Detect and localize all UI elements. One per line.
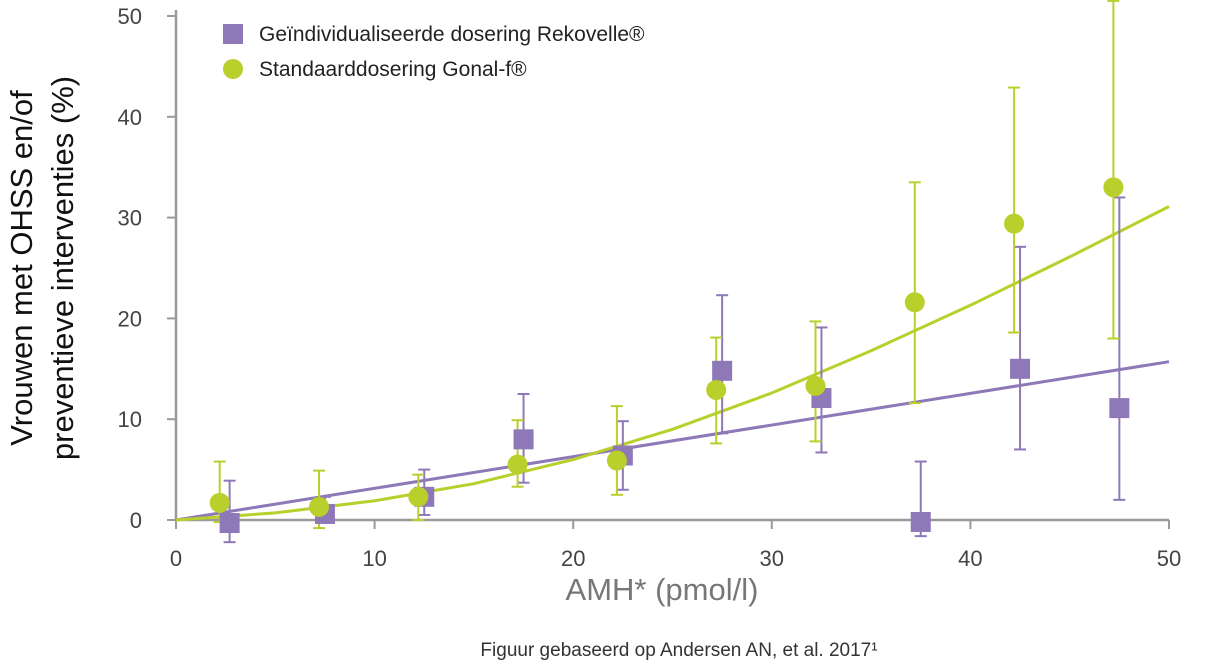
gonal-f-data-point <box>805 375 826 396</box>
x-tick-label: 20 <box>561 546 585 571</box>
gonal-f-trend-line <box>175 205 1170 522</box>
x-tick-label: 30 <box>760 546 784 571</box>
y-axis-title-line-2: preventieve interventies (%) <box>45 76 80 460</box>
gonal-f-error-bar <box>1107 0 1120 340</box>
rekovelle-error-bar <box>1014 245 1027 451</box>
trend-lines-layer <box>175 205 1170 522</box>
gonal-f-data-point <box>706 379 727 400</box>
gonal-f-data-point <box>507 454 528 475</box>
x-axis-title: AMH* (pmol/l) <box>566 572 759 607</box>
legend-gonal-f-label: Standaarddosering Gonal-f® <box>259 58 527 81</box>
gonal-f-data-point <box>1103 177 1124 198</box>
gonal-f-data-point <box>209 492 230 513</box>
x-tick-label: 50 <box>1157 546 1181 571</box>
rekovelle-data-point <box>712 360 733 381</box>
gonal-f-data-point <box>408 486 429 507</box>
rekovelle-trend-line <box>175 360 1170 522</box>
error-bars-layer <box>213 0 1126 544</box>
rekovelle-data-point <box>910 512 931 533</box>
y-tick-label: 50 <box>118 4 142 29</box>
rekovelle-data-point <box>1010 358 1031 379</box>
gonal-f-data-point <box>606 450 627 471</box>
y-axis-title-line-1: Vrouwen met OHSS en/of <box>4 90 39 446</box>
y-tick-label: 20 <box>118 306 142 331</box>
y-tick-label: 10 <box>118 407 142 432</box>
legend-gonal-f-circle-marker <box>223 59 243 79</box>
legend-rekovelle-square-marker <box>223 24 243 44</box>
gonal-f-data-point <box>308 496 329 517</box>
rekovelle-error-bar <box>1113 196 1126 501</box>
gonal-f-data-point <box>904 292 925 313</box>
legend-rekovelle-label: Geïndividualiseerde dosering Rekovelle® <box>259 23 645 46</box>
y-tick-label: 40 <box>118 105 142 130</box>
y-tick-label: 0 <box>130 508 142 533</box>
gonal-f-data-point <box>1004 213 1025 234</box>
rekovelle-data-point <box>1109 398 1130 419</box>
x-tick-label: 10 <box>362 546 386 571</box>
axes-layer: 0 10 20 30 40 50 0 10 20 30 40 50 <box>118 4 1182 571</box>
x-tick-label: 0 <box>170 546 182 571</box>
gonal-f-error-bar <box>1008 86 1021 334</box>
data-points-layer <box>209 177 1130 534</box>
x-tick-label: 40 <box>958 546 982 571</box>
legend: Geïndividualiseerde dosering Rekovelle® S… <box>223 23 645 81</box>
rekovelle-data-point <box>219 513 240 534</box>
rekovelle-data-point <box>513 429 534 450</box>
figure-caption: Figuur gebaseerd op Andersen AN, et al. … <box>480 640 877 661</box>
y-tick-label: 30 <box>118 206 142 231</box>
